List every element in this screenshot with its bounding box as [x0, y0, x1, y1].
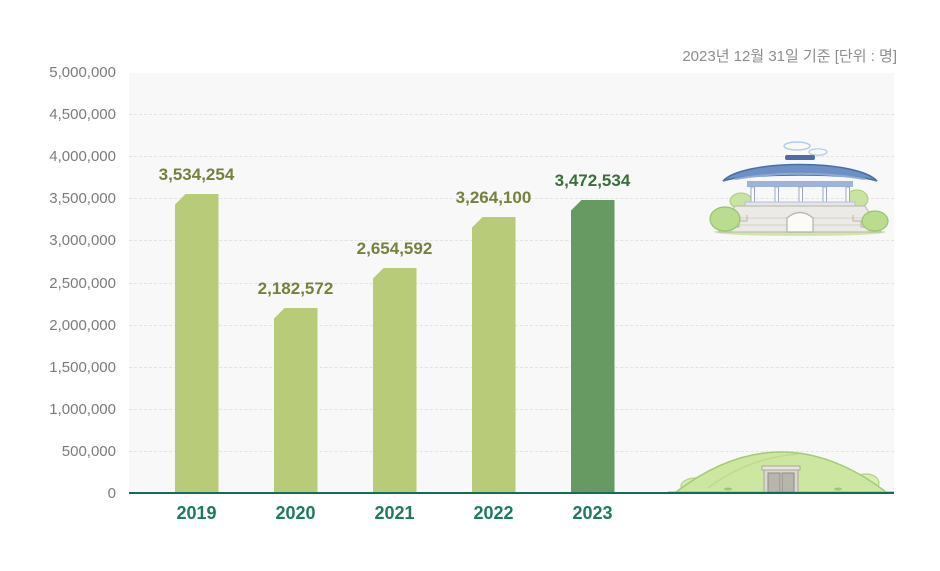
- y-axis-tick-label: 500,000: [61, 442, 116, 460]
- y-axis-tick-label: 1,500,000: [49, 358, 116, 376]
- x-axis-label-2020: 2020: [275, 503, 316, 523]
- bar-value-label: 3,264,100: [455, 188, 532, 207]
- bar-value-label: 3,534,254: [158, 165, 235, 184]
- bar-2022: [471, 217, 516, 492]
- bar-2019: [174, 194, 219, 492]
- y-axis-tick-label: 2,000,000: [49, 316, 116, 334]
- y-axis-tick-label: 0: [107, 485, 116, 502]
- report-basis-note: 2023년 12월 31일 기준 [단위 : 명]: [682, 48, 897, 65]
- y-axis-tick-label: 2,500,000: [49, 274, 116, 292]
- y-axis-tick-label: 3,000,000: [49, 232, 116, 250]
- bar-2020: [273, 308, 318, 492]
- plot-area: 3,534,254 2,182,572 2,654,592 3,264,100 …: [129, 73, 894, 494]
- bar-value-label: 2,182,572: [257, 279, 334, 298]
- y-axis: 0 500,000 1,000,000 1,500,000 2,000,000 …: [0, 64, 120, 502]
- x-axis-label-2019: 2019: [176, 503, 217, 523]
- bar-group-2022: 3,264,100: [444, 188, 544, 492]
- gridline: [129, 114, 894, 116]
- y-axis-tick-label: 4,000,000: [49, 148, 116, 166]
- bar-value-label: 3,472,534: [554, 171, 631, 190]
- y-axis-tick-label: 5,000,000: [49, 64, 116, 81]
- y-axis-tick-label: 4,500,000: [49, 106, 116, 124]
- bar-value-label: 2,654,592: [356, 239, 433, 258]
- y-axis-tick-label: 3,500,000: [49, 190, 116, 208]
- bar-2023: [570, 200, 615, 492]
- x-axis-label-2023: 2023: [572, 503, 613, 523]
- bar-group-2020: 2,182,572: [246, 279, 346, 492]
- y-axis-tick-label: 1,000,000: [49, 400, 116, 418]
- x-axis: 2019 2020 2021 2022 2023: [129, 503, 894, 529]
- bar-2021: [372, 268, 417, 492]
- gridline: [129, 156, 894, 158]
- palace-gate-illustration: [709, 141, 889, 236]
- x-axis-label-2021: 2021: [374, 503, 415, 523]
- royal-tomb-illustration: [668, 451, 894, 494]
- bar-group-2019: 3,534,254: [147, 165, 247, 492]
- x-axis-baseline: [129, 492, 894, 494]
- bar-group-2023: 3,472,534: [543, 171, 643, 492]
- bar-group-2021: 2,654,592: [345, 239, 445, 492]
- x-axis-label-2022: 2022: [473, 503, 514, 523]
- gridline: [129, 198, 894, 200]
